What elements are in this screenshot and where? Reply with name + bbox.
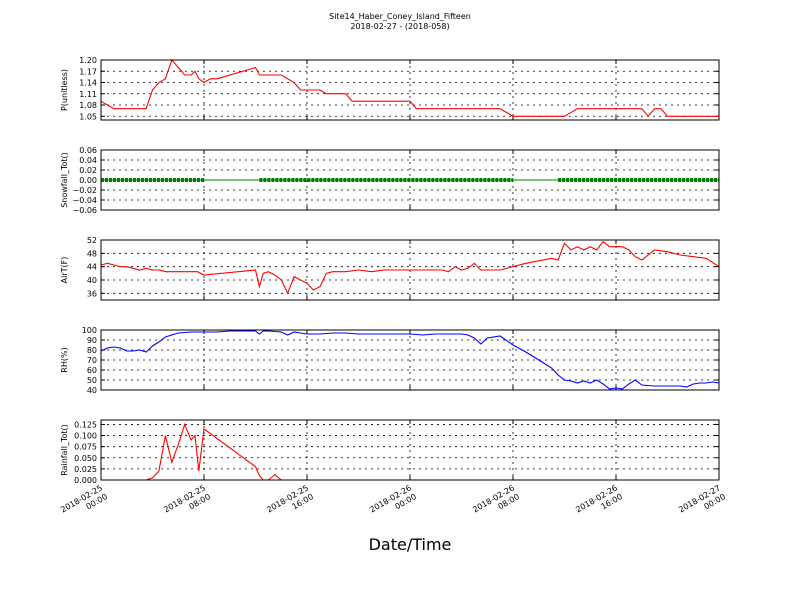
- panels: 1.05 1.08 1.11 1.14 1.17 1.20 P(unitless) −0.06…: [60, 56, 720, 485]
- y-tick-label: −0.02: [72, 186, 97, 195]
- panel-5: 0.000 0.025 0.050 0.075 0.100 0.125 Rainfall_T…: [60, 419, 720, 485]
- y-tick-label: 0.000: [74, 476, 97, 485]
- x-axis-label: Date/Time: [369, 535, 452, 554]
- y-tick-label: 0.00: [79, 176, 97, 185]
- y-tick-label: 0.100: [74, 432, 97, 441]
- y-axis-label: Snowfall_Tot(): [60, 152, 69, 208]
- y-tick-label: 0.025: [74, 465, 97, 474]
- y-tick-label: 1.20: [79, 56, 97, 65]
- y-tick-label: 52: [87, 236, 97, 245]
- y-axis-label: P(unitless): [60, 69, 69, 111]
- y-tick-label: 1.11: [79, 90, 97, 99]
- y-tick-label: 1.17: [79, 67, 97, 76]
- y-tick-label: 90: [87, 336, 97, 345]
- y-tick-label: 0.04: [79, 156, 97, 165]
- plot-frame: [100, 329, 720, 391]
- y-tick-label: 50: [87, 376, 97, 385]
- chart-title-line2: 2018-02-27 - (2018-058): [350, 22, 449, 31]
- y-tick-label: 80: [87, 346, 97, 355]
- y-tick-label: 0.125: [74, 420, 97, 429]
- y-tick-label: 36: [87, 289, 97, 298]
- y-tick-label: −0.04: [72, 196, 97, 205]
- series-line-4: [100, 330, 720, 390]
- plot-frame: [100, 239, 720, 301]
- chart-title-line1: Site14_Haber_Coney_Island_Fifteen: [329, 12, 471, 21]
- y-tick-label: 44: [87, 263, 97, 272]
- y-tick-label: 1.08: [79, 101, 97, 110]
- y-tick-label: 70: [87, 356, 97, 365]
- y-tick-label: −0.06: [72, 206, 97, 215]
- y-tick-label: 40: [87, 276, 97, 285]
- plot-frame: [100, 149, 720, 211]
- y-axis-label: AirT(F): [60, 257, 69, 284]
- panel-3: 36 40 44 48 52 AirT(F): [60, 236, 720, 301]
- y-tick-label: 1.14: [79, 79, 97, 88]
- plot-frame: [100, 59, 720, 121]
- y-tick-label: 0.050: [74, 454, 97, 463]
- y-tick-label: 0.075: [74, 443, 97, 452]
- y-tick-label: 1.05: [79, 112, 97, 121]
- y-tick-label: 0.06: [79, 146, 97, 155]
- y-tick-label: 40: [87, 386, 97, 395]
- y-tick-label: 0.02: [79, 166, 97, 175]
- y-axis-label: RH(%): [60, 347, 69, 372]
- series-line-1: [100, 58, 719, 118]
- panel-1: 1.05 1.08 1.11 1.14 1.17 1.20 P(unitless): [60, 56, 720, 121]
- series-line-3: [100, 240, 720, 295]
- y-tick-label: 100: [82, 326, 97, 335]
- y-axis-label: Rainfall_Tot(): [60, 424, 69, 476]
- y-tick-label: 48: [87, 249, 97, 258]
- plot-frame: [100, 419, 720, 481]
- y-tick-label: 60: [87, 366, 97, 375]
- panel-2: −0.06−0.04−0.020.000.020.040.06 Snowfall_…: [60, 146, 720, 215]
